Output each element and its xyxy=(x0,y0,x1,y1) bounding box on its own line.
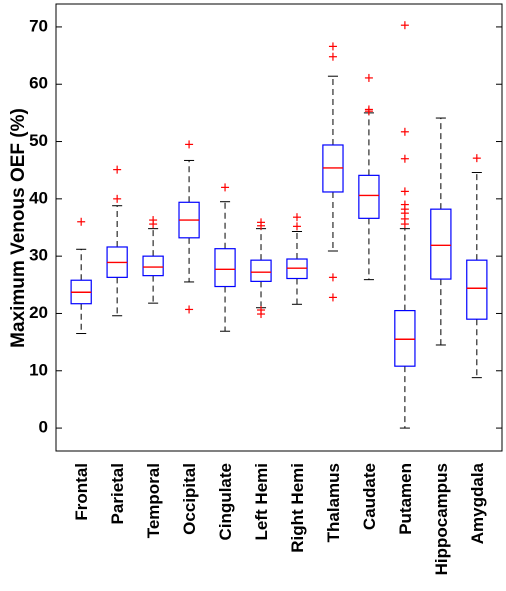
y-axis-ticks: 0 10 20 30 40 50 60 70 xyxy=(29,16,502,437)
x-tick-label: Cingulate xyxy=(216,463,235,540)
y-tick-label: 20 xyxy=(29,303,48,322)
iqr-box xyxy=(214,248,236,288)
y-tick-label: 0 xyxy=(39,418,48,437)
x-tick-label: Left Hemi xyxy=(252,463,271,540)
outlier-marker xyxy=(221,183,230,192)
iqr-box xyxy=(358,174,380,219)
box-group xyxy=(322,42,344,302)
outlier-marker xyxy=(113,165,122,174)
outlier-marker xyxy=(257,306,266,315)
outlier-marker xyxy=(328,273,337,282)
outlier-marker xyxy=(400,154,409,163)
box-group xyxy=(250,218,272,319)
box-group xyxy=(142,216,164,304)
x-tick-label: Frontal xyxy=(72,463,91,521)
box-group xyxy=(214,183,236,332)
outlier-marker xyxy=(77,217,86,226)
outlier-marker xyxy=(400,187,409,196)
iqr-box xyxy=(466,259,488,320)
iqr-box xyxy=(430,208,452,280)
iqr-box xyxy=(142,255,164,277)
y-axis-label: Maximum Venous OEF (%) xyxy=(8,108,29,348)
box-group xyxy=(286,213,308,305)
outlier-marker xyxy=(400,21,409,30)
box-group xyxy=(430,117,452,346)
outlier-marker xyxy=(328,293,337,302)
y-tick-label: 70 xyxy=(29,16,48,35)
outlier-marker xyxy=(364,73,373,82)
iqr-box xyxy=(394,309,416,367)
box-group xyxy=(106,165,128,317)
outlier-marker xyxy=(149,216,158,225)
x-tick-label: Right Hemi xyxy=(288,463,307,553)
box-group xyxy=(466,154,488,379)
x-tick-label: Amygdala xyxy=(468,462,487,544)
outlier-marker xyxy=(328,52,337,61)
iqr-box xyxy=(250,259,272,282)
y-tick-label: 10 xyxy=(29,360,48,379)
box-group xyxy=(70,217,92,335)
x-axis-tick-labels: Frontal Parietal Temporal Occipital Cingulat… xyxy=(72,462,487,575)
outlier-marker xyxy=(292,213,301,222)
outlier-marker xyxy=(185,305,194,314)
outlier-marker xyxy=(328,42,337,51)
outlier-marker xyxy=(400,127,409,136)
x-tick-label: Hippocampus xyxy=(432,463,451,575)
x-tick-label: Parietal xyxy=(108,463,127,524)
outlier-marker xyxy=(257,218,266,227)
box-group xyxy=(394,21,416,429)
box-group xyxy=(178,140,200,314)
y-tick-label: 50 xyxy=(29,131,48,150)
outlier-marker xyxy=(364,105,373,114)
plot-area xyxy=(56,4,502,451)
outlier-marker xyxy=(185,140,194,149)
outlier-marker xyxy=(400,200,409,209)
outlier-marker xyxy=(292,222,301,231)
box-group xyxy=(358,73,380,281)
y-tick-label: 60 xyxy=(29,74,48,93)
x-tick-label: Caudate xyxy=(360,463,379,530)
boxes-layer xyxy=(70,21,488,429)
plot-frame xyxy=(55,3,503,452)
x-tick-label: Putamen xyxy=(396,463,415,535)
outlier-marker xyxy=(113,194,122,203)
outlier-marker xyxy=(472,154,481,163)
x-tick-label: Thalamus xyxy=(324,463,343,542)
x-tick-label: Occipital xyxy=(180,463,199,535)
y-tick-label: 30 xyxy=(29,246,48,265)
x-tick-label: Temporal xyxy=(144,463,163,538)
y-tick-label: 40 xyxy=(29,188,48,207)
